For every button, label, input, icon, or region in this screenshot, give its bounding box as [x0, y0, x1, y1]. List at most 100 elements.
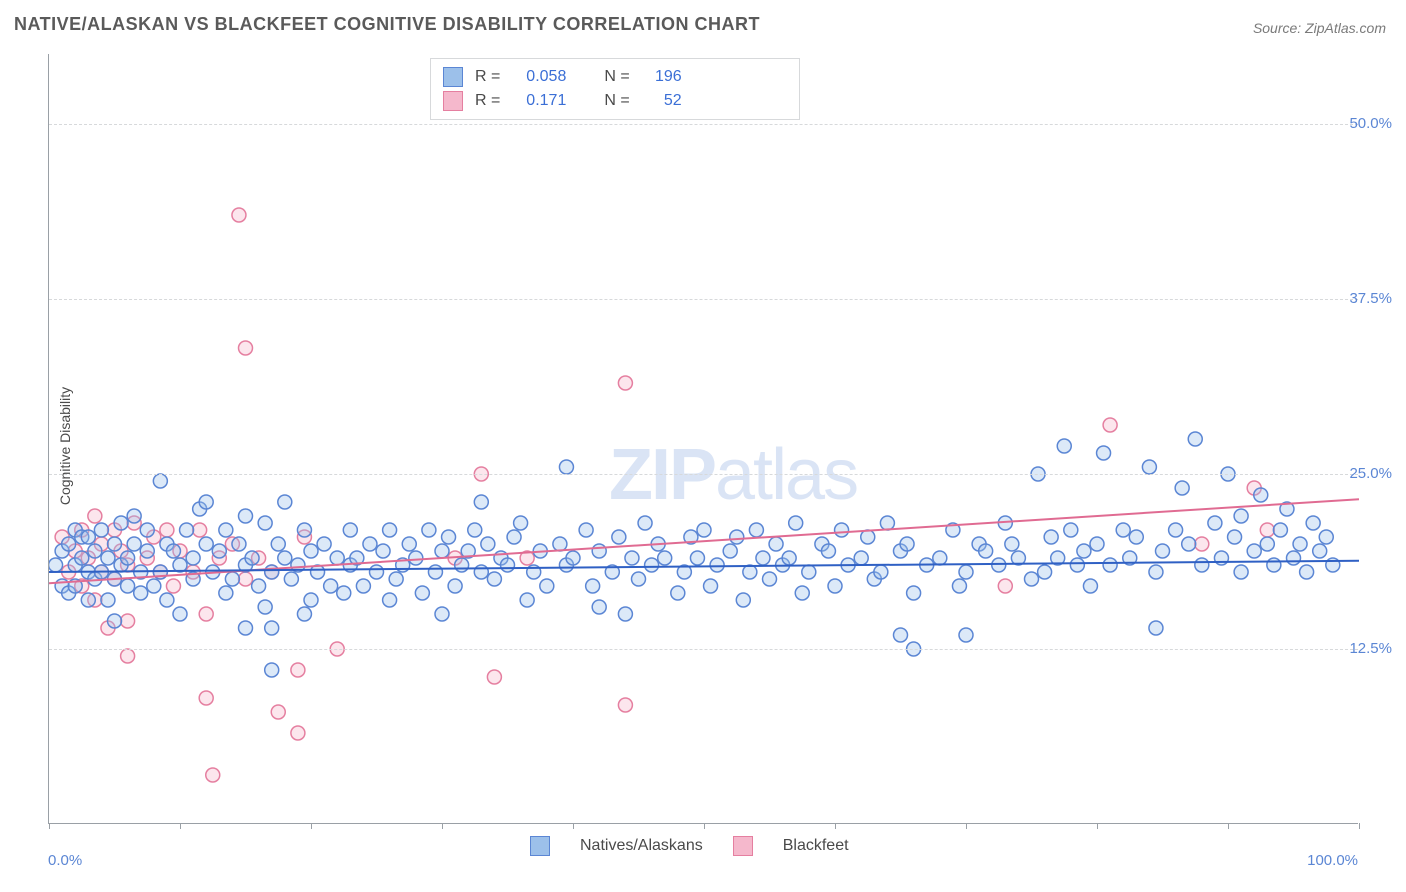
data-point: [1313, 544, 1327, 558]
data-point: [81, 593, 95, 607]
data-point: [206, 768, 220, 782]
data-point: [559, 460, 573, 474]
x-tick: [442, 823, 443, 829]
data-point: [140, 523, 154, 537]
x-tick: [573, 823, 574, 829]
data-point: [1293, 537, 1307, 551]
data-point: [121, 614, 135, 628]
stats-legend: R = 0.058 N = 196 R = 0.171 N = 52: [430, 58, 800, 120]
data-point: [415, 586, 429, 600]
data-point: [1254, 488, 1268, 502]
y-tick-label: 50.0%: [1349, 115, 1392, 132]
data-point: [690, 551, 704, 565]
data-point: [278, 495, 292, 509]
data-point: [880, 516, 894, 530]
data-point: [199, 607, 213, 621]
plot-area: ZIPatlas: [48, 54, 1358, 824]
data-point: [1208, 516, 1222, 530]
y-tick-label: 37.5%: [1349, 290, 1392, 307]
data-point: [219, 586, 233, 600]
gridline: [49, 124, 1358, 125]
y-tick-label: 12.5%: [1349, 640, 1392, 657]
data-point: [258, 600, 272, 614]
data-point: [199, 691, 213, 705]
data-point: [638, 516, 652, 530]
x-axis-max-label: 100.0%: [1307, 852, 1358, 869]
data-point: [271, 537, 285, 551]
data-point: [769, 537, 783, 551]
data-point: [1129, 530, 1143, 544]
data-point: [671, 586, 685, 600]
data-point: [1097, 446, 1111, 460]
data-point: [402, 537, 416, 551]
data-point: [1300, 565, 1314, 579]
data-point: [1057, 439, 1071, 453]
data-point: [317, 537, 331, 551]
data-point: [121, 649, 135, 663]
n-value-natives: 196: [642, 68, 682, 86]
data-point: [265, 663, 279, 677]
data-point: [514, 516, 528, 530]
data-point: [435, 607, 449, 621]
data-point: [166, 544, 180, 558]
data-point: [1260, 537, 1274, 551]
data-point: [186, 551, 200, 565]
data-point: [1038, 565, 1052, 579]
data-point: [127, 509, 141, 523]
data-point: [789, 516, 803, 530]
swatch-natives: [530, 836, 550, 856]
x-tick: [835, 823, 836, 829]
x-tick: [49, 823, 50, 829]
data-point: [363, 537, 377, 551]
data-point: [1306, 516, 1320, 530]
data-point: [108, 537, 122, 551]
data-point: [1116, 523, 1130, 537]
swatch-blackfeet: [733, 836, 753, 856]
data-point: [959, 565, 973, 579]
r-label: R =: [475, 92, 500, 110]
data-point: [193, 523, 207, 537]
data-point: [455, 558, 469, 572]
data-point: [625, 551, 639, 565]
x-tick: [311, 823, 312, 829]
data-point: [618, 376, 632, 390]
data-point: [710, 558, 724, 572]
data-point: [749, 523, 763, 537]
data-point: [160, 523, 174, 537]
data-point: [952, 579, 966, 593]
data-point: [1064, 523, 1078, 537]
r-value-blackfeet: 0.171: [512, 92, 566, 110]
data-point: [592, 600, 606, 614]
data-point: [232, 208, 246, 222]
data-point: [428, 565, 442, 579]
data-point: [730, 530, 744, 544]
gridline: [49, 649, 1358, 650]
data-point: [284, 572, 298, 586]
data-point: [239, 621, 253, 635]
series-legend: Natives/Alaskans Blackfeet: [530, 836, 849, 856]
r-value-natives: 0.058: [512, 68, 566, 86]
data-point: [239, 509, 253, 523]
data-point: [933, 551, 947, 565]
data-point: [1188, 432, 1202, 446]
data-point: [383, 593, 397, 607]
r-label: R =: [475, 68, 500, 86]
data-point: [907, 586, 921, 600]
data-point: [304, 593, 318, 607]
n-value-blackfeet: 52: [642, 92, 682, 110]
data-point: [1142, 460, 1156, 474]
data-point: [992, 558, 1006, 572]
data-point: [101, 593, 115, 607]
data-point: [1234, 509, 1248, 523]
watermark: ZIPatlas: [609, 434, 857, 516]
data-point: [1175, 481, 1189, 495]
data-point: [88, 509, 102, 523]
data-point: [579, 523, 593, 537]
data-point: [645, 558, 659, 572]
y-tick-label: 25.0%: [1349, 465, 1392, 482]
data-point: [612, 530, 626, 544]
chart-title: NATIVE/ALASKAN VS BLACKFEET COGNITIVE DI…: [14, 14, 760, 35]
data-point: [998, 579, 1012, 593]
data-point: [199, 537, 213, 551]
data-point: [553, 537, 567, 551]
